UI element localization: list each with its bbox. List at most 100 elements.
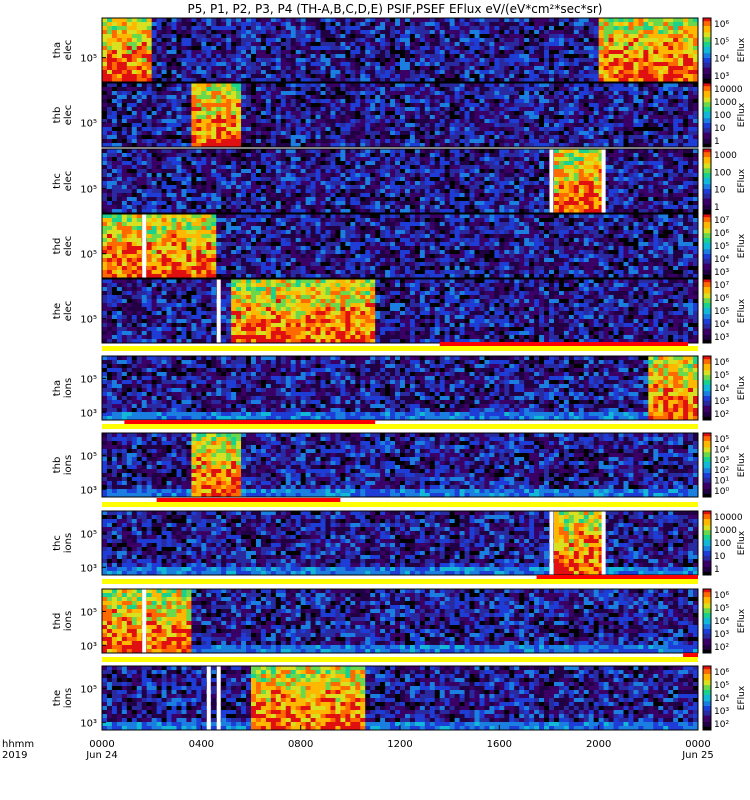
heatmap-cell bbox=[519, 127, 525, 132]
heatmap-cell bbox=[350, 181, 356, 186]
heatmap-cell bbox=[231, 181, 237, 186]
heatmap-cell bbox=[678, 70, 684, 75]
heatmap-cell bbox=[251, 119, 257, 124]
heatmap-cell bbox=[231, 157, 237, 162]
heatmap-cell bbox=[206, 185, 212, 190]
heatmap-cell bbox=[350, 54, 356, 59]
heatmap-cell bbox=[300, 185, 307, 190]
heatmap-cell bbox=[563, 26, 570, 31]
heatmap-cell bbox=[151, 115, 158, 120]
heatmap-cell bbox=[588, 54, 595, 59]
heatmap-cell bbox=[375, 99, 381, 104]
heatmap-cell bbox=[111, 62, 118, 67]
heatmap-cell bbox=[474, 87, 480, 92]
heatmap-cell bbox=[335, 66, 341, 71]
heatmap-cell bbox=[499, 127, 505, 132]
heatmap-cell bbox=[315, 201, 321, 206]
heatmap-cell bbox=[305, 177, 311, 182]
heatmap-cell bbox=[171, 165, 177, 170]
heatmap-cell bbox=[136, 177, 143, 182]
heatmap-cell bbox=[365, 46, 371, 51]
heatmap-cell bbox=[683, 119, 689, 124]
heatmap-cell bbox=[663, 135, 669, 140]
heatmap-cell bbox=[196, 115, 202, 120]
heatmap-cell bbox=[683, 91, 689, 96]
heatmap-cell bbox=[683, 83, 689, 88]
heatmap-cell bbox=[668, 18, 674, 23]
heatmap-cell bbox=[156, 66, 162, 71]
heatmap-cell bbox=[231, 38, 237, 43]
heatmap-cell bbox=[285, 26, 292, 31]
heatmap-cell bbox=[558, 34, 565, 39]
heatmap-cell bbox=[300, 209, 307, 214]
heatmap-cell bbox=[489, 22, 495, 27]
heatmap-cell bbox=[663, 143, 669, 148]
heatmap-cell bbox=[270, 30, 277, 35]
heatmap-cell bbox=[310, 62, 316, 67]
heatmap-cell bbox=[628, 26, 634, 31]
heatmap-cell bbox=[414, 26, 421, 31]
heatmap-cell bbox=[161, 165, 167, 170]
heatmap-cell bbox=[693, 70, 699, 75]
heatmap-cell bbox=[395, 161, 401, 166]
heatmap-cell bbox=[534, 107, 540, 112]
heatmap-cell bbox=[429, 143, 436, 148]
heatmap-cell bbox=[330, 181, 336, 186]
heatmap-cell bbox=[221, 123, 227, 128]
heatmap-cell bbox=[563, 22, 570, 27]
heatmap-cell bbox=[102, 153, 108, 158]
heatmap-cell bbox=[424, 30, 431, 35]
heatmap-cell bbox=[673, 78, 679, 83]
heatmap-cell bbox=[449, 62, 456, 67]
heatmap-cell bbox=[146, 135, 153, 140]
heatmap-cell bbox=[370, 26, 376, 31]
heatmap-cell bbox=[603, 131, 609, 136]
heatmap-cell bbox=[251, 46, 257, 51]
heatmap-cell bbox=[246, 173, 252, 178]
heatmap-cell bbox=[588, 22, 595, 27]
heatmap-cell bbox=[275, 169, 282, 174]
heatmap-cell bbox=[673, 131, 679, 136]
heatmap-cell bbox=[683, 123, 689, 128]
colorbar-segment bbox=[703, 53, 711, 56]
heatmap-cell bbox=[275, 78, 282, 83]
heatmap-cell bbox=[171, 181, 177, 186]
heatmap-cell bbox=[409, 169, 416, 174]
heatmap-cell bbox=[102, 46, 108, 51]
heatmap-cell bbox=[663, 18, 669, 23]
heatmap-cell bbox=[241, 46, 247, 51]
heatmap-cell bbox=[186, 83, 192, 88]
heatmap-cell bbox=[549, 42, 555, 47]
heatmap-cell bbox=[593, 22, 600, 27]
heatmap-cell bbox=[514, 54, 520, 59]
heatmap-cell bbox=[146, 197, 153, 202]
heatmap-cell bbox=[171, 161, 177, 166]
heatmap-cell bbox=[375, 107, 381, 112]
heatmap-cell bbox=[370, 30, 376, 35]
heatmap-cell bbox=[365, 143, 371, 148]
heatmap-cell bbox=[275, 91, 282, 96]
heatmap-cell bbox=[141, 66, 148, 71]
heatmap-cell bbox=[534, 70, 540, 75]
heatmap-cell bbox=[191, 111, 197, 116]
heatmap-cell bbox=[265, 165, 272, 170]
heatmap-cell bbox=[355, 173, 361, 178]
heatmap-cell bbox=[181, 131, 187, 136]
heatmap-cell bbox=[603, 83, 609, 88]
heatmap-cell bbox=[186, 165, 192, 170]
heatmap-cell bbox=[211, 153, 217, 158]
heatmap-cell bbox=[315, 83, 321, 88]
heatmap-cell bbox=[360, 205, 366, 210]
heatmap-cell bbox=[439, 46, 446, 51]
heatmap-cell bbox=[270, 66, 277, 71]
heatmap-cell bbox=[489, 103, 495, 108]
heatmap-cell bbox=[573, 54, 580, 59]
heatmap-cell bbox=[255, 197, 262, 202]
heatmap-cell bbox=[469, 34, 475, 39]
heatmap-cell bbox=[106, 139, 113, 144]
heatmap-cell bbox=[300, 157, 307, 162]
heatmap-cell bbox=[573, 115, 580, 120]
heatmap-cell bbox=[390, 189, 396, 194]
heatmap-cell bbox=[678, 127, 684, 132]
